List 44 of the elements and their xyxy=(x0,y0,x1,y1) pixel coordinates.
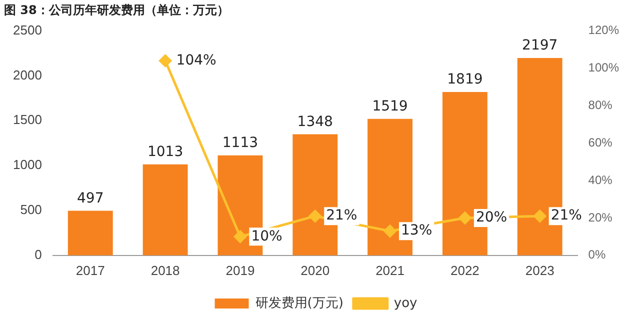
point xyxy=(384,224,396,238)
y2-tick-label: 120% xyxy=(588,23,620,38)
y-tick-label: 500 xyxy=(20,202,42,218)
y2-tick-label: 60% xyxy=(588,135,613,150)
data-label: 1348 xyxy=(297,114,333,130)
x-tick-label: 2023 xyxy=(525,262,554,278)
y-tick-label: 2500 xyxy=(13,22,42,38)
y2-tick-label: 20% xyxy=(588,210,613,224)
data-label: 2197 xyxy=(522,38,558,54)
data-label: 1113 xyxy=(222,135,258,152)
y2-tick-label: 0% xyxy=(588,248,606,262)
data-label: 1013 xyxy=(147,144,184,160)
x-tick-label: 2021 xyxy=(376,262,404,278)
point xyxy=(308,210,322,222)
data-label: 1519 xyxy=(372,98,408,115)
legend-label: yoy xyxy=(394,296,418,311)
data-label: 21% xyxy=(326,208,358,224)
bar xyxy=(142,164,188,256)
x-tick-label: 2020 xyxy=(300,262,330,278)
data-label: 13% xyxy=(401,222,432,239)
y2-tick-label: 100% xyxy=(588,60,620,75)
chart-title: 图 38：公司历年研发费用（单位：万元） xyxy=(3,2,230,19)
x-tick-label: 2017 xyxy=(76,262,105,278)
x-tick-label: 2022 xyxy=(450,262,480,278)
data-label: 1819 xyxy=(447,72,483,88)
legend-label: 研发费用(万元) xyxy=(255,296,344,311)
y2-tick-label: 40% xyxy=(588,172,613,187)
data-label: 497 xyxy=(77,190,104,206)
bar xyxy=(68,210,113,256)
point xyxy=(159,54,172,67)
y-tick-label: 0 xyxy=(34,246,42,262)
data-label: 10% xyxy=(251,228,282,244)
point xyxy=(458,212,472,224)
x-tick-label: 2019 xyxy=(226,262,255,278)
data-label: 21% xyxy=(550,208,582,224)
x-tick-label: 2018 xyxy=(150,262,180,278)
point xyxy=(534,210,546,222)
data-label: 104% xyxy=(176,52,216,68)
y-tick-label: 2000 xyxy=(13,67,42,82)
y-tick-label: 1500 xyxy=(13,112,42,128)
y2-tick-label: 80% xyxy=(588,98,613,112)
point xyxy=(234,230,246,243)
data-label: 20% xyxy=(476,210,508,226)
y-tick-label: 1000 xyxy=(13,157,42,172)
